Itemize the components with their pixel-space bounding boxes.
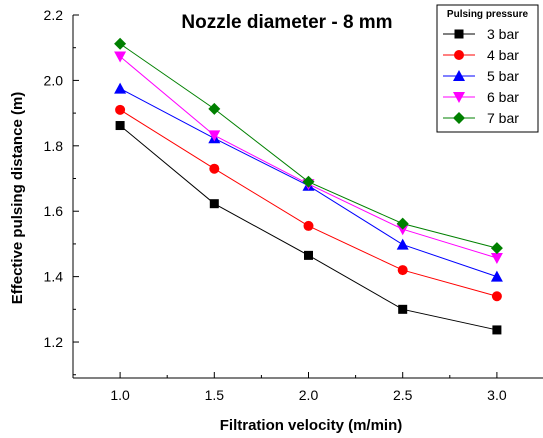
data-point <box>396 217 409 230</box>
legend-marker <box>453 92 465 103</box>
y-tick-label: 1.4 <box>44 269 64 285</box>
chart-title: Nozzle diameter - 8 mm <box>181 12 392 33</box>
data-point <box>114 37 127 50</box>
legend-item: 3 bar <box>443 26 519 42</box>
axes: 1.2 1.4 1.6 1.8 2.0 2.2 1.0 1.5 2.0 2.5 3.0 <box>44 7 543 403</box>
data-point <box>208 130 221 142</box>
legend-label: 6 bar <box>487 89 519 105</box>
y-tick-label: 2.2 <box>44 7 64 23</box>
y-axis-title: Effective pulsing distance (m) <box>9 92 26 305</box>
x-tick-label: 2.0 <box>299 387 319 403</box>
data-point <box>490 270 503 282</box>
y-tick-label: 1.6 <box>44 203 64 219</box>
data-point <box>398 304 408 314</box>
legend-label: 4 bar <box>487 47 519 63</box>
legend-label: 7 bar <box>487 110 519 126</box>
legend-item: 4 bar <box>443 47 519 63</box>
series-7-bar <box>114 37 503 255</box>
data-point <box>396 224 409 236</box>
data-point <box>490 242 503 255</box>
legend: Pulsing pressure 3 bar 4 bar 5 bar 6 bar 7 ba… <box>436 4 539 133</box>
y-tick-label: 1.8 <box>44 138 64 154</box>
x-tick-label: 2.5 <box>393 387 413 403</box>
x-tick-label: 1.5 <box>205 387 225 403</box>
data-point <box>115 104 126 115</box>
legend-title: Pulsing pressure <box>447 9 529 20</box>
data-point <box>396 238 409 250</box>
legend-marker <box>454 50 464 60</box>
legend-label: 5 bar <box>487 68 519 84</box>
data-point <box>397 265 408 276</box>
y-tick-label: 1.2 <box>44 334 64 350</box>
legend-marker <box>454 29 464 39</box>
data-point <box>302 175 315 188</box>
legend-box <box>436 4 539 133</box>
series-layer <box>114 37 503 335</box>
legend-item: 7 bar <box>443 110 519 126</box>
x-axis-title: Filtration velocity (m/min) <box>220 417 403 434</box>
legend-item: 6 bar <box>443 89 519 105</box>
data-point <box>490 252 503 264</box>
x-tick-label: 1.0 <box>110 387 130 403</box>
series-4-bar <box>115 104 502 302</box>
data-point <box>492 325 502 335</box>
data-point <box>114 51 127 63</box>
data-point <box>208 102 221 115</box>
y-tick-label: 2.0 <box>44 72 64 88</box>
legend-label: 3 bar <box>487 26 519 42</box>
data-point <box>304 250 313 260</box>
data-point <box>491 291 502 302</box>
legend-item: 5 bar <box>443 68 519 84</box>
data-point <box>303 220 314 231</box>
series-3-bar <box>115 121 502 335</box>
series-line <box>119 109 498 297</box>
data-point <box>114 82 127 94</box>
data-point <box>209 163 220 174</box>
data-point <box>115 121 125 131</box>
data-point <box>209 199 219 209</box>
legend-marker <box>453 112 465 124</box>
legend-marker <box>453 70 465 81</box>
x-tick-label: 3.0 <box>487 387 507 403</box>
